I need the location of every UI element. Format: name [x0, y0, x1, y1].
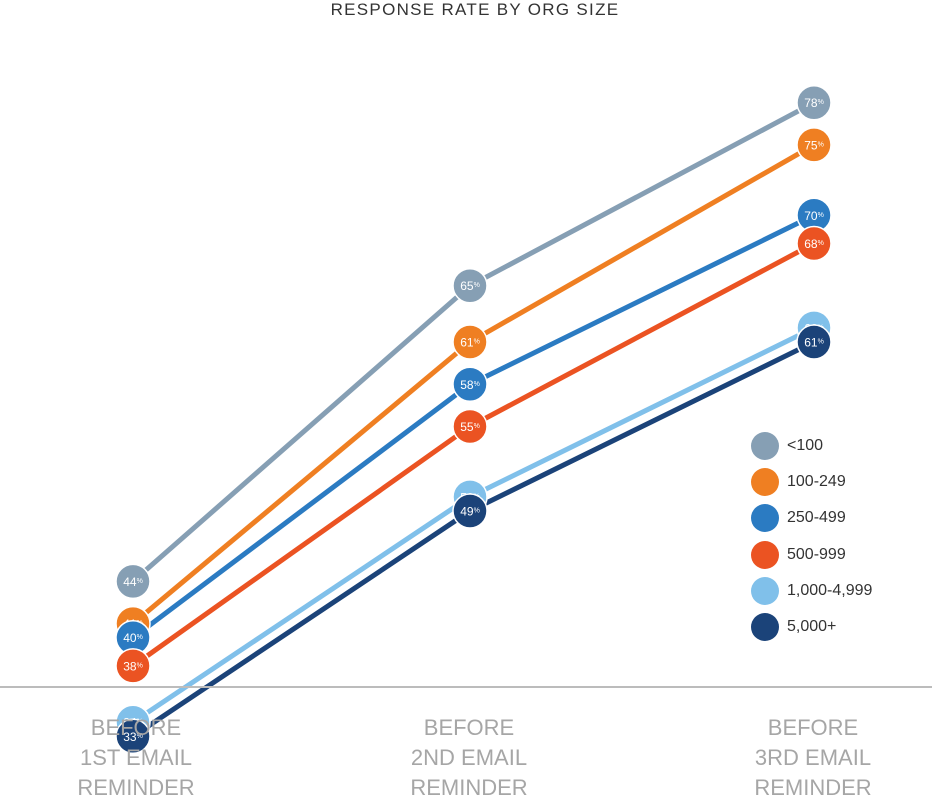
data-point: 75% [796, 127, 832, 163]
legend-item: 1,000-4,999 [751, 573, 872, 609]
data-label: 61% [804, 336, 824, 350]
legend: <100 100-249 250-499 500-999 1,000-4,999… [751, 428, 872, 645]
series-points: 44%65%78%41%61%75%40%58%70%38%55%68%34%5… [115, 84, 832, 755]
data-point-marker [115, 718, 151, 755]
data-point-marker [115, 648, 151, 684]
legend-label: 5,000+ [787, 618, 837, 636]
legend-swatch [751, 576, 779, 605]
data-point: 44% [115, 563, 151, 600]
legend-item: 250-499 [751, 500, 872, 536]
data-label: 68% [804, 237, 824, 251]
data-point-marker [796, 84, 832, 121]
data-label: 75% [804, 138, 824, 152]
legend-label: 250-499 [787, 509, 846, 527]
legend-swatch [751, 504, 779, 533]
x-tick-label-1: BEFORE 1ST EMAIL REMINDER [26, 713, 246, 803]
series-line-4 [131, 241, 816, 668]
x-tick-label-3-line-2: 3RD EMAIL [754, 745, 872, 770]
data-label: 38% [123, 659, 143, 673]
data-point: 68% [796, 225, 832, 262]
data-point-marker [796, 324, 832, 360]
x-tick-label-2-line-2: 2ND EMAIL [410, 745, 528, 770]
data-point: 33% [115, 718, 151, 755]
data-label: 78% [804, 96, 824, 110]
x-axis-line [0, 686, 932, 688]
data-point-marker [452, 408, 488, 445]
legend-item: 100-249 [751, 464, 872, 500]
x-tick-label-3-line-1: BEFORE [767, 715, 859, 740]
legend-swatch [751, 540, 779, 569]
x-tick-label-2-line-3: REMINDER [410, 775, 528, 800]
data-point: 58% [452, 366, 488, 403]
x-tick-label-2-line-1: BEFORE [423, 715, 515, 740]
legend-label: <100 [787, 437, 824, 455]
data-point: 65% [452, 267, 488, 304]
data-label: 55% [460, 420, 480, 434]
chart-title: RESPONSE RATE BY ORG SIZE [330, 0, 620, 19]
x-tick-label-3-line-3: REMINDER [754, 775, 872, 800]
data-point-marker [796, 225, 832, 262]
data-point-marker [796, 127, 832, 163]
data-label: 40% [123, 631, 143, 645]
legend-label: 100-249 [787, 473, 846, 491]
data-label: 70% [804, 209, 824, 223]
data-label: 33% [123, 730, 143, 744]
legend-label: 500-999 [787, 545, 846, 563]
legend-label: 1,000-4,999 [787, 581, 873, 599]
data-point-marker [115, 563, 151, 600]
legend-item: 500-999 [751, 537, 872, 573]
data-label: 58% [460, 378, 480, 392]
data-label: 61% [460, 336, 480, 350]
x-tick-label-3: BEFORE 3RD EMAIL REMINDER [703, 713, 923, 803]
data-label: 49% [460, 505, 480, 519]
data-point: 38% [115, 648, 151, 684]
data-point-marker [452, 267, 488, 304]
data-point: 55% [452, 408, 488, 445]
data-label: 44% [123, 575, 143, 589]
data-point: 61% [796, 324, 832, 360]
data-point: 40% [115, 619, 151, 656]
legend-item: <100 [751, 428, 872, 464]
data-point-marker [452, 366, 488, 403]
data-point-marker [452, 493, 488, 529]
data-point: 61% [452, 324, 488, 360]
legend-swatch [751, 432, 779, 461]
data-point: 78% [796, 84, 832, 121]
legend-swatch [751, 468, 779, 497]
legend-item: 5,000+ [751, 609, 872, 645]
data-point: 49% [452, 493, 488, 529]
legend-swatch [751, 613, 779, 642]
x-tick-label-1-line-2: 1ST EMAIL [79, 745, 193, 770]
x-tick-label-1-line-1: BEFORE [90, 715, 182, 740]
data-point-marker [452, 324, 488, 360]
data-label: 65% [460, 279, 480, 293]
x-tick-label-2: BEFORE 2ND EMAIL REMINDER [359, 713, 579, 803]
x-tick-label-1-line-3: REMINDER [77, 775, 195, 800]
